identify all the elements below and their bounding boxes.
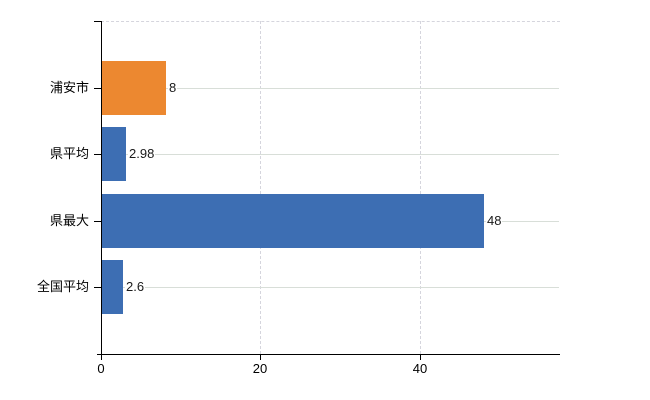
value-label: 2.6 [125, 279, 146, 295]
y-axis-top-tick [94, 21, 101, 22]
y-tick [94, 154, 101, 155]
x-gridline [420, 21, 421, 354]
category-label: 県平均 [49, 146, 89, 161]
category-gridline [101, 154, 559, 155]
x-tick [260, 355, 261, 360]
value-label: 2.98 [128, 146, 156, 162]
x-tick-label: 40 [412, 361, 428, 376]
plot-top-border [101, 21, 560, 22]
category-gridline [101, 287, 559, 288]
category-label: 全国平均 [36, 279, 89, 294]
bar [102, 61, 166, 115]
bar [102, 260, 123, 314]
x-tick [101, 355, 102, 360]
x-gridline [260, 21, 261, 354]
x-axis [97, 354, 560, 355]
y-tick [94, 88, 101, 89]
y-tick [94, 221, 101, 222]
y-tick [94, 287, 101, 288]
x-tick-label: 20 [252, 361, 268, 376]
x-tick [420, 355, 421, 360]
category-label: 県最大 [49, 213, 89, 228]
bar [102, 194, 484, 248]
x-tick-label: 0 [97, 361, 105, 376]
value-label: 48 [486, 213, 503, 229]
bar [102, 127, 126, 181]
y-axis [101, 21, 102, 355]
value-label: 8 [168, 80, 178, 96]
category-gridline [101, 88, 559, 89]
category-label: 浦安市 [49, 80, 89, 95]
